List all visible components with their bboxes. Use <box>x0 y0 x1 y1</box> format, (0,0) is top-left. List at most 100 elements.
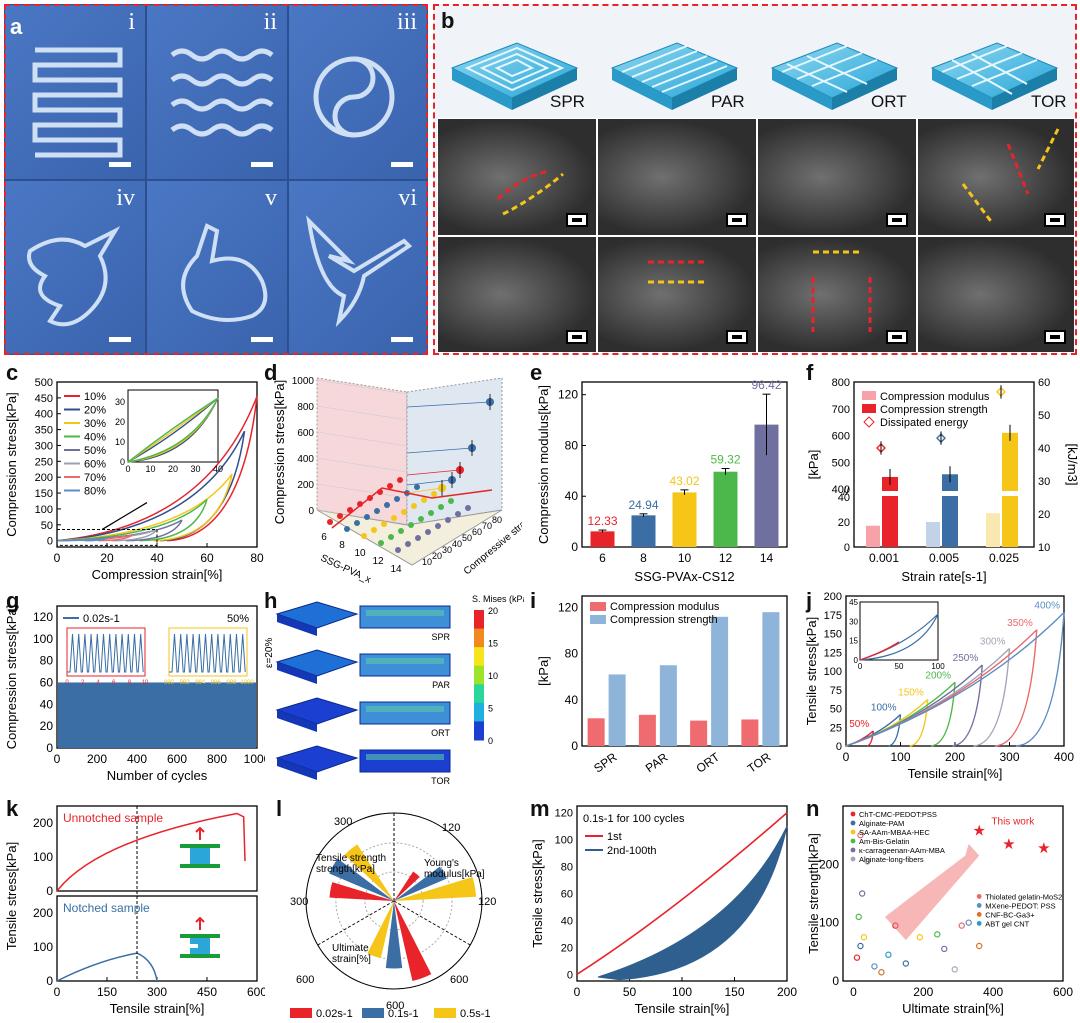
legend-label: 0.1s-1 <box>388 1008 419 1020</box>
legend-label: Compression modulus <box>880 391 990 403</box>
strength-bar <box>882 476 898 547</box>
legend-label: 30% <box>84 418 106 430</box>
tile-label: iv <box>116 185 135 211</box>
y-tick-label: 50 <box>830 704 842 716</box>
floor-point <box>327 519 333 525</box>
literature-point <box>860 934 868 941</box>
bar <box>713 471 738 547</box>
legend-label: Compression strength <box>610 614 718 626</box>
inset-curve <box>859 641 900 661</box>
z-gridline <box>316 509 408 525</box>
y-axis-label: Compression stress[kPa] <box>4 392 19 537</box>
projection-line <box>406 487 443 494</box>
colorbar-tick: 5 <box>488 704 493 714</box>
structure-label: ORT <box>431 728 450 738</box>
y-tick-label: 0 <box>832 974 839 988</box>
unloading-curve <box>139 499 208 542</box>
micro-par-bottom <box>597 236 757 353</box>
y-tick-label: 0 <box>47 536 53 548</box>
inset-y-tick: 30 <box>849 617 858 626</box>
inset-y-tick: 0 <box>120 457 125 467</box>
structure-label: PAR <box>432 680 450 690</box>
strength-bar <box>608 674 626 746</box>
x-tick-label: 400 <box>1054 750 1074 764</box>
stress-strain-curve <box>56 430 246 542</box>
data-label: 59.32 <box>710 453 740 467</box>
inset-curve <box>127 397 219 463</box>
panel-label-d: d <box>264 360 278 385</box>
literature-point <box>965 919 972 926</box>
unloading-curve <box>111 529 158 542</box>
ring-tick: 300 <box>290 896 308 908</box>
y-tick-label: 0 <box>836 741 842 753</box>
scale-bar <box>109 162 131 167</box>
scale-bar <box>251 162 273 167</box>
y-tick-label: 10 <box>422 557 432 567</box>
legend-label: 2nd-100th <box>607 845 657 857</box>
structure-renderings <box>450 42 1059 110</box>
projection-line <box>406 479 453 486</box>
floor-point <box>397 477 403 483</box>
curve-label: 150% <box>898 688 924 699</box>
modulus-bar <box>986 513 1000 547</box>
literature-point <box>934 931 941 938</box>
y-tick-label: 120 <box>558 388 578 402</box>
strength-bar <box>711 616 729 746</box>
legend-label: Alginate-PAM <box>859 819 904 828</box>
y-tick-label: 0 <box>571 540 578 554</box>
z-tick-label: 200 <box>297 480 314 491</box>
projection-line <box>406 447 473 454</box>
cycle-band <box>58 682 256 748</box>
legend-label: 0.02s-1 <box>83 613 120 625</box>
floor-point <box>418 516 424 522</box>
inset-x-tick: 30 <box>190 464 200 474</box>
legend-swatch <box>290 1008 312 1018</box>
inset-x-tick: 20 <box>168 464 178 474</box>
tile-label: ii <box>263 9 277 35</box>
x-tick-label: 300 <box>999 750 1019 764</box>
y-axis-label: [kPa] <box>806 450 821 480</box>
photo-tile-v: v <box>146 180 288 355</box>
structure-label: SPR <box>431 632 450 642</box>
legend-swatch <box>362 1008 384 1018</box>
colorbar-segment <box>474 628 484 648</box>
modulus-bar <box>638 714 656 746</box>
floor-point <box>354 520 360 526</box>
scale-bar <box>1044 330 1066 344</box>
floor-point <box>384 502 390 508</box>
floor-point <box>401 509 407 515</box>
x-tick-label: 200 <box>87 752 107 766</box>
inset-y-tick: 30 <box>115 397 125 407</box>
fea-stress-band <box>366 658 444 664</box>
legend-label: 50% <box>84 445 106 457</box>
inset-x-tick: 2 <box>81 680 85 686</box>
sample-body <box>190 848 210 864</box>
unloading-curve <box>98 534 133 542</box>
x-tick-label: SPR <box>591 750 620 776</box>
floor-point <box>408 522 414 528</box>
z-tick-label: 600 <box>297 428 314 439</box>
colorbar-label: S. Mises (kPa) <box>472 594 524 604</box>
scale-bar <box>566 330 588 344</box>
x-tick-label: 200 <box>777 985 797 999</box>
floor-point <box>378 540 384 546</box>
panel-label-g: g <box>6 588 20 613</box>
y-tick-label: 500 <box>35 377 53 389</box>
inset-y-tick: 15 <box>849 637 858 646</box>
bar <box>631 515 656 547</box>
chart-n: 0 100 200 0 200 400 600 Tensile strength[kPa] Ul… <box>806 805 1073 1016</box>
inset-x-tick: 992 <box>180 680 191 686</box>
legend-marker <box>976 912 982 917</box>
y-tick-label: 40 <box>452 539 462 549</box>
floor-point <box>405 541 411 547</box>
curve-label: 50% <box>849 719 869 730</box>
photo-tile-vi: vi <box>288 180 428 355</box>
scale-bar <box>391 337 413 342</box>
legend-swatch <box>862 391 876 400</box>
projection-line <box>406 469 461 476</box>
series-label: Notched sample <box>63 901 150 915</box>
floor-point <box>455 511 461 517</box>
bar <box>590 531 615 547</box>
